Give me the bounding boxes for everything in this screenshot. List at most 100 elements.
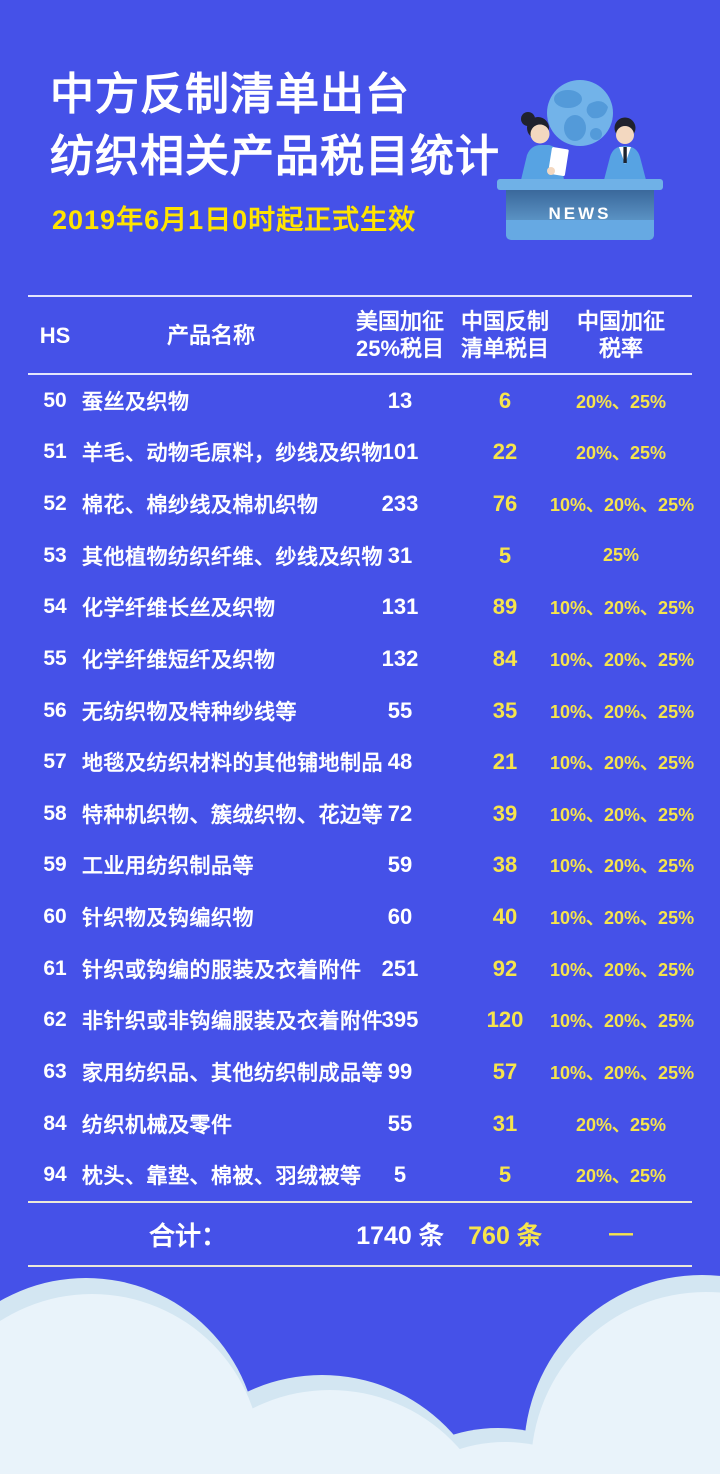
cn-counter-count-cell: 76 <box>492 491 518 517</box>
cn-rate-cell: 20%、25% <box>575 1114 667 1135</box>
hs-code-cell: 58 <box>43 801 67 825</box>
header-product-name: 产品名称 <box>166 322 255 348</box>
cn-counter-count-cell: 84 <box>492 645 518 671</box>
page-title: 中方反制清单出台 纺织相关产品税目统计 <box>50 64 500 188</box>
us-tariff-count-cell: 48 <box>387 749 413 775</box>
effective-date-subtitle: 2019年6月1日0时起正式生效 <box>52 205 417 235</box>
hs-code-cell: 50 <box>43 388 67 412</box>
product-name-cell: 羊毛、动物毛原料，纱线及织物 <box>82 442 383 466</box>
table-body: 50 蚕丝及织物 13 6 20%、25% 51 羊毛、动物毛原料，纱线及织物 … <box>28 375 695 1201</box>
cn-rate-cell: 25% <box>602 545 640 566</box>
cn-rate-cell: 10%、20%、25% <box>550 701 695 722</box>
cn-rate-cell: 10%、20%、25% <box>550 495 695 516</box>
news-broadcast-illustration: NEWS <box>497 80 663 240</box>
cn-counter-count-cell: 22 <box>492 439 518 465</box>
cn-counter-count-cell: 57 <box>492 1058 518 1084</box>
page-title-line2: 纺织相关产品税目统计 <box>50 132 500 181</box>
cn-counter-count-cell: 6 <box>498 387 512 413</box>
product-name-cell: 非针织或非钩编服装及衣着附件 <box>82 1010 383 1034</box>
us-tariff-count-cell: 131 <box>381 594 419 620</box>
product-name-cell: 特种机织物、簇绒织物、花边等 <box>82 803 383 827</box>
globe-icon <box>547 80 613 146</box>
cn-rate-cell: 10%、20%、25% <box>550 908 695 929</box>
hs-code-cell: 60 <box>43 905 67 929</box>
table-row: 61 针织或钩编的服装及衣着附件 251 92 10%、20%、25% <box>28 943 695 995</box>
hs-code-cell: 54 <box>43 595 67 619</box>
table-row: 51 羊毛、动物毛原料，纱线及织物 101 22 20%、25% <box>28 427 692 479</box>
news-label: NEWS <box>549 204 612 223</box>
table-row: 56 无纺织物及特种纱线等 55 35 10%、20%、25% <box>28 685 695 737</box>
us-tariff-count-cell: 101 <box>381 439 419 465</box>
hs-code-cell: 56 <box>43 698 67 722</box>
product-name-cell: 蚕丝及织物 <box>82 390 190 414</box>
hs-code-cell: 55 <box>43 646 67 670</box>
product-name-cell: 地毯及纺织材料的其他铺地制品 <box>82 752 383 776</box>
product-name-cell: 针织或钩编的服装及衣着附件 <box>82 958 362 982</box>
table-row: 60 针织物及钩编织物 60 40 10%、20%、25% <box>28 891 695 943</box>
us-tariff-count-cell: 13 <box>387 387 413 413</box>
product-name-cell: 纺织机械及零件 <box>82 1113 233 1137</box>
product-name-cell: 化学纤维长丝及织物 <box>82 597 276 621</box>
table-row: 84 纺织机械及零件 55 31 20%、25% <box>28 1098 692 1150</box>
table-row: 94 枕头、靠垫、棉被、羽绒被等 5 5 20%、25% <box>28 1149 692 1201</box>
header-cn-rate: 中国加征 税率 <box>576 309 665 361</box>
us-tariff-count-cell: 5 <box>393 1162 407 1188</box>
clouds-decoration <box>0 1275 720 1474</box>
cn-counter-count-cell: 39 <box>492 800 518 826</box>
hs-code-cell: 61 <box>43 956 67 980</box>
product-name-cell: 家用纺织品、其他纺织制成品等 <box>82 1061 383 1085</box>
hs-code-cell: 57 <box>43 750 67 774</box>
table-row: 62 非针织或非钩编服装及衣着附件 395 120 10%、20%、25% <box>28 995 694 1047</box>
product-name-cell: 枕头、靠垫、棉被、羽绒被等 <box>82 1165 362 1189</box>
cn-counter-count-cell: 38 <box>492 852 518 878</box>
header-us-tariff-items: 美国加征 25%税目 <box>355 309 445 361</box>
cn-counter-count-cell: 35 <box>492 697 518 723</box>
table-row: 57 地毯及纺织材料的其他铺地制品 48 21 10%、20%、25% <box>28 736 695 788</box>
total-label: 合计： <box>148 1220 227 1251</box>
hs-code-cell: 59 <box>43 853 67 877</box>
cn-rate-cell: 10%、20%、25% <box>550 753 695 774</box>
us-tariff-count-cell: 59 <box>387 852 413 878</box>
us-tariff-count-cell: 60 <box>387 904 413 930</box>
total-us-count: 1740 条 <box>356 1222 444 1250</box>
us-tariff-count-cell: 395 <box>381 1007 419 1033</box>
product-name-cell: 棉花、棉纱线及棉机织物 <box>82 494 319 518</box>
cn-rate-cell: 10%、20%、25% <box>550 959 695 980</box>
us-tariff-count-cell: 55 <box>387 697 413 723</box>
table-row: 58 特种机织物、簇绒织物、花边等 72 39 10%、20%、25% <box>28 788 694 840</box>
us-tariff-count-cell: 99 <box>387 1058 413 1084</box>
hs-code-cell: 51 <box>43 440 67 464</box>
page-title-line1: 中方反制清单出台 <box>50 70 410 119</box>
table-total-row: 合计： 1740 条 760 条 — <box>28 1201 692 1267</box>
us-tariff-count-cell: 233 <box>381 491 419 517</box>
cn-rate-cell: 20%、25% <box>575 391 667 412</box>
table-row: 54 化学纤维长丝及织物 131 89 10%、20%、25% <box>28 582 695 634</box>
cn-rate-cell: 20%、25% <box>575 1166 667 1187</box>
product-name-cell: 无纺织物及特种纱线等 <box>82 700 297 724</box>
woman-anchor <box>521 112 569 180</box>
cn-rate-cell: 10%、20%、25% <box>550 1062 695 1083</box>
us-tariff-count-cell: 132 <box>381 645 419 671</box>
cn-counter-count-cell: 5 <box>498 1162 512 1188</box>
product-name-cell: 工业用纺织制品等 <box>82 855 254 879</box>
cn-rate-cell: 10%、20%、25% <box>550 856 695 877</box>
cn-counter-count-cell: 92 <box>492 955 518 981</box>
table-row: 53 其他植物纺织纤维、纱线及织物 31 5 25% <box>28 530 692 582</box>
cn-counter-count-cell: 5 <box>498 542 512 568</box>
product-name-cell: 化学纤维短纤及织物 <box>82 648 276 672</box>
cn-counter-count-cell: 40 <box>492 904 518 930</box>
tariff-table: HS 产品名称 美国加征 25%税目 中国反制 清单税目 中国加征 税率 50 … <box>28 295 695 1267</box>
cn-rate-cell: 10%、20%、25% <box>550 649 695 670</box>
cn-counter-count-cell: 31 <box>492 1110 518 1136</box>
total-rate-dash: — <box>609 1220 633 1247</box>
cn-rate-cell: 10%、20%、25% <box>550 598 695 619</box>
table-row: 59 工业用纺织制品等 59 38 10%、20%、25% <box>28 840 695 892</box>
table-row: 55 化学纤维短纤及织物 132 84 10%、20%、25% <box>28 633 695 685</box>
man-anchor <box>604 117 646 180</box>
table-row: 52 棉花、棉纱线及棉机织物 233 76 10%、20%、25% <box>28 478 695 530</box>
news-desk: NEWS <box>497 179 663 240</box>
cn-counter-count-cell: 89 <box>492 594 518 620</box>
total-cn-count: 760 条 <box>468 1222 542 1250</box>
cn-counter-count-cell: 21 <box>492 749 518 775</box>
